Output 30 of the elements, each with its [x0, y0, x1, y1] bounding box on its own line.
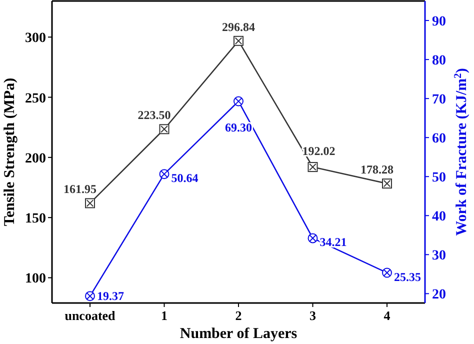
y-tick-label: 100: [25, 272, 46, 287]
y-tick-label: 250: [25, 91, 46, 106]
y-tick-label: 150: [25, 212, 46, 227]
data-label: 19.37: [97, 289, 124, 304]
x-tick-label: 3: [310, 308, 316, 323]
data-label: 161.95: [64, 182, 96, 196]
x-tick-label: 1: [161, 308, 168, 323]
data-label: 178.28: [360, 162, 394, 177]
y2-tick-label: 50: [432, 170, 446, 186]
x-tick-label: uncoated: [64, 308, 116, 323]
data-label: 192.02: [302, 144, 336, 158]
y2-tick-label: 70: [432, 92, 446, 108]
y2-tick-label: 80: [432, 54, 446, 69]
y-tick-label: 300: [25, 31, 46, 46]
y2-tick-label: 30: [432, 248, 446, 264]
data-label: 223.50: [138, 108, 171, 122]
data-label: 50.64: [171, 171, 198, 186]
x-axis-title: Number of Layers: [180, 326, 298, 342]
data-label: 34.21: [320, 235, 347, 250]
y-tick-label: 200: [25, 151, 46, 166]
data-label: 25.35: [394, 270, 421, 284]
y2-tick-label: 40: [432, 210, 446, 225]
y2-tick-label: 60: [432, 132, 446, 147]
data-label: 69.30: [225, 120, 252, 134]
x-tick-label: 2: [235, 308, 242, 323]
data-label: 296.84: [222, 20, 255, 34]
y2-tick-label: 90: [432, 14, 446, 30]
y2-tick-label: 20: [432, 288, 446, 303]
y-axis-title: Tensile Strength (MPa): [2, 78, 18, 226]
x-tick-label: 4: [384, 308, 391, 323]
